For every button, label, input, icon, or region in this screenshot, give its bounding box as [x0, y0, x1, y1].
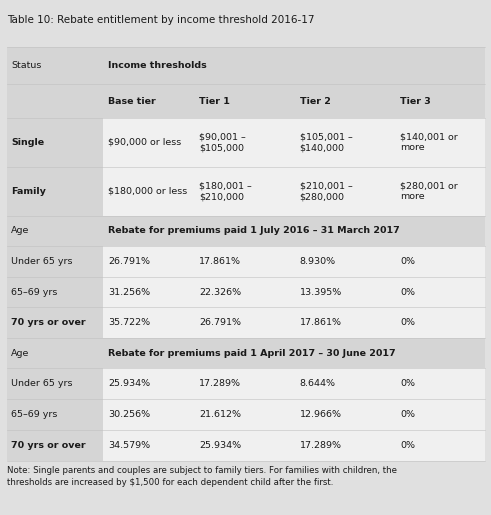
Text: Age: Age — [11, 349, 29, 358]
Text: 0%: 0% — [400, 256, 415, 266]
Text: Under 65 yrs: Under 65 yrs — [11, 256, 73, 266]
Text: 21.612%: 21.612% — [199, 410, 241, 419]
Bar — [7, 338, 485, 368]
Text: 25.934%: 25.934% — [108, 379, 150, 388]
Text: 70 yrs or over: 70 yrs or over — [11, 318, 86, 328]
Bar — [7, 399, 103, 430]
Text: Age: Age — [11, 226, 29, 235]
Bar — [103, 368, 485, 399]
Bar — [103, 399, 485, 430]
Text: Base tier: Base tier — [108, 97, 156, 106]
Bar — [7, 216, 485, 246]
Text: 70 yrs or over: 70 yrs or over — [11, 441, 86, 450]
Text: 35.722%: 35.722% — [108, 318, 150, 328]
Bar — [103, 167, 485, 216]
Text: 0%: 0% — [400, 318, 415, 328]
Text: $90,000 or less: $90,000 or less — [108, 138, 181, 147]
Text: 26.791%: 26.791% — [199, 318, 241, 328]
Bar — [7, 430, 103, 461]
Bar — [7, 167, 103, 216]
Text: 26.791%: 26.791% — [108, 256, 150, 266]
Bar — [7, 368, 103, 399]
Bar — [7, 307, 103, 338]
Text: 25.934%: 25.934% — [199, 441, 241, 450]
Bar — [103, 246, 485, 277]
Text: Under 65 yrs: Under 65 yrs — [11, 379, 73, 388]
Text: 65–69 yrs: 65–69 yrs — [11, 410, 57, 419]
Text: 12.966%: 12.966% — [300, 410, 342, 419]
Bar — [7, 47, 485, 84]
Text: Tier 2: Tier 2 — [300, 97, 330, 106]
Text: Income thresholds: Income thresholds — [108, 61, 207, 71]
Text: $180,000 or less: $180,000 or less — [108, 187, 187, 196]
Text: Status: Status — [11, 61, 42, 71]
Bar — [103, 118, 485, 167]
Text: 31.256%: 31.256% — [108, 287, 150, 297]
Text: 65–69 yrs: 65–69 yrs — [11, 287, 57, 297]
Bar — [7, 84, 485, 118]
Text: $105,001 –
$140,000: $105,001 – $140,000 — [300, 132, 352, 152]
Text: Tier 3: Tier 3 — [400, 97, 431, 106]
Text: Single: Single — [11, 138, 44, 147]
Text: 34.579%: 34.579% — [108, 441, 150, 450]
Bar — [7, 118, 103, 167]
Text: Family: Family — [11, 187, 46, 196]
Text: $210,001 –
$280,000: $210,001 – $280,000 — [300, 181, 352, 201]
Text: Rebate for premiums paid 1 July 2016 – 31 March 2017: Rebate for premiums paid 1 July 2016 – 3… — [108, 226, 400, 235]
Text: Rebate for premiums paid 1 April 2017 – 30 June 2017: Rebate for premiums paid 1 April 2017 – … — [108, 349, 396, 358]
Text: 8.930%: 8.930% — [300, 256, 336, 266]
Text: 0%: 0% — [400, 410, 415, 419]
Bar — [7, 277, 103, 307]
Text: 17.861%: 17.861% — [199, 256, 241, 266]
Text: 13.395%: 13.395% — [300, 287, 342, 297]
Text: $90,001 –
$105,000: $90,001 – $105,000 — [199, 132, 246, 152]
Text: 17.861%: 17.861% — [300, 318, 342, 328]
Text: 8.644%: 8.644% — [300, 379, 335, 388]
Text: 22.326%: 22.326% — [199, 287, 241, 297]
Text: $140,001 or
more: $140,001 or more — [400, 132, 458, 152]
Bar — [103, 277, 485, 307]
Text: 0%: 0% — [400, 379, 415, 388]
Text: 0%: 0% — [400, 287, 415, 297]
Bar — [103, 307, 485, 338]
Text: Table 10: Rebate entitlement by income threshold 2016-17: Table 10: Rebate entitlement by income t… — [7, 15, 315, 25]
Text: 17.289%: 17.289% — [199, 379, 241, 388]
Text: 17.289%: 17.289% — [300, 441, 342, 450]
Text: $280,001 or
more: $280,001 or more — [400, 181, 458, 201]
Text: 30.256%: 30.256% — [108, 410, 150, 419]
Text: 0%: 0% — [400, 441, 415, 450]
Text: Note: Single parents and couples are subject to family tiers. For families with : Note: Single parents and couples are sub… — [7, 466, 397, 487]
Text: $180,001 –
$210,000: $180,001 – $210,000 — [199, 181, 251, 201]
Bar — [7, 246, 103, 277]
Bar — [103, 430, 485, 461]
Text: Tier 1: Tier 1 — [199, 97, 230, 106]
